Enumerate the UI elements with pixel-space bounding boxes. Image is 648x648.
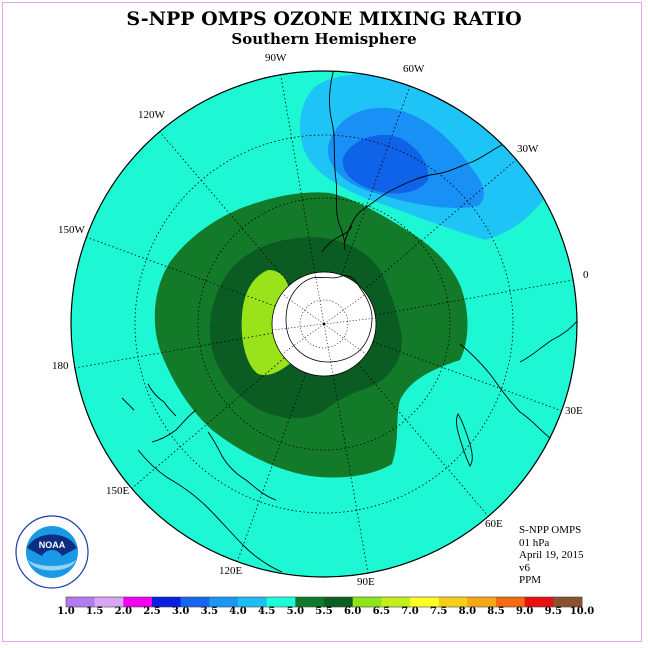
noaa-logo-wave	[28, 560, 76, 571]
graticule	[74, 71, 574, 574]
color-bar-tick-label: 8.0	[458, 606, 477, 617]
noaa-logo-text: NOAA	[39, 540, 66, 550]
madagascar-coast	[456, 413, 473, 467]
map-subtitle: Southern Hemisphere	[231, 30, 417, 48]
color-bar-segment	[324, 597, 353, 607]
polar-latitude-circle	[299, 299, 349, 349]
color-bar-segment	[123, 597, 153, 607]
info-units: PPM	[519, 574, 542, 587]
color-bar-segment	[352, 597, 382, 607]
info-version: v6	[519, 561, 530, 574]
color-bar-tick-label: 8.5	[487, 606, 505, 617]
longitude-label-30w: 30W	[517, 143, 539, 155]
color-bar-tick-label: 4.5	[257, 606, 276, 617]
longitude-label-150w: 150W	[58, 224, 85, 236]
longitude-label-90e: 90E	[357, 576, 375, 588]
color-bar-tick-label: 10.0	[569, 606, 595, 617]
color-bar-segment	[496, 597, 525, 607]
info-level: 01 hPa	[519, 536, 550, 549]
color-bar-tick-label: 2.5	[143, 606, 161, 617]
info-block: S-NPP OMPS 01 hPa April 19, 2015 v6 PPM	[519, 524, 583, 587]
color-bar-segment	[94, 597, 124, 607]
color-bar-segment	[438, 597, 468, 607]
antarctica-outline	[285, 275, 373, 363]
meridian-line	[323, 82, 412, 325]
color-bar-segment	[266, 597, 296, 607]
globe-outline	[70, 70, 578, 578]
color-bar-tick-label: 4.0	[229, 606, 247, 617]
south-pole-marker	[322, 322, 326, 326]
longitude-label-150e: 150E	[106, 485, 130, 497]
color-bar-segment	[553, 597, 583, 607]
polar-meridian	[323, 293, 367, 325]
australia-coast	[137, 409, 283, 573]
ozone-contour-3-0	[342, 134, 429, 194]
color-bar-tick-label: 3.0	[171, 606, 190, 617]
longitude-label-0: 0	[583, 269, 589, 281]
longitude-label-30e: 30E	[565, 405, 583, 417]
meridian-line	[279, 71, 325, 325]
color-bar-segment	[66, 597, 95, 607]
latitude-circle	[197, 197, 451, 451]
color-bar-segment	[238, 597, 267, 607]
color-bar-tick-label: 5.5	[315, 606, 333, 617]
latitude-circle	[134, 134, 514, 514]
color-bar-segment	[180, 597, 210, 607]
longitude-label-120w: 120W	[138, 109, 165, 121]
color-bar-tick-label: 2.0	[114, 606, 133, 617]
color-bar-segment	[295, 597, 325, 607]
map-title: S-NPP OMPS OZONE MIXING RATIO	[126, 8, 522, 30]
longitude-label-60w: 60W	[403, 63, 425, 75]
polar-meridian	[323, 323, 367, 355]
color-bar-tick-label: 7.5	[429, 606, 448, 617]
color-bar-tick-label: 5.0	[286, 606, 305, 617]
color-bar-tick-label: 1.5	[85, 606, 104, 617]
color-bar	[65, 596, 583, 608]
polar-meridian	[314, 272, 325, 325]
color-bar-tick-label: 7.0	[401, 606, 419, 617]
longitude-label-120e: 120E	[219, 565, 243, 577]
color-bar-tick-label: 6.5	[372, 606, 391, 617]
longitude-label-60e: 60E	[485, 518, 503, 530]
noaa-logo: NOAA	[15, 515, 89, 589]
antarctic-peninsula-coast	[321, 225, 353, 253]
longitude-label-180: 180	[52, 360, 69, 372]
longitude-label-90w: 90W	[265, 52, 287, 64]
noaa-logo-bird	[27, 534, 77, 556]
new-zealand-coast	[121, 383, 177, 417]
color-bar-tick-label: 1.0	[57, 606, 75, 617]
polar-meridian	[323, 317, 377, 325]
south-america-coast	[329, 71, 531, 251]
polar-graticule	[271, 272, 377, 376]
color-bar-segment	[209, 597, 239, 607]
color-bar-tick-label: 9.5	[544, 606, 563, 617]
color-bar-segment	[467, 597, 497, 607]
antarctica-coast	[285, 275, 373, 363]
color-bar-segment	[381, 597, 411, 607]
info-instrument: S-NPP OMPS	[519, 524, 582, 536]
polar-meridian	[323, 323, 334, 376]
color-bar-segment	[152, 597, 181, 607]
color-bar-outline	[65, 596, 583, 608]
color-bar-tick-label: 6.0	[343, 606, 362, 617]
color-bar-tick-label: 9.0	[515, 606, 534, 617]
color-bar-segment	[524, 597, 554, 607]
polar-meridian	[281, 323, 325, 355]
color-bar-tick-label: 3.5	[200, 606, 219, 617]
info-date: April 19, 2015	[519, 549, 584, 562]
color-bar-segment	[410, 597, 439, 607]
polar-meridian	[271, 323, 325, 331]
polar-meridian	[281, 293, 325, 325]
